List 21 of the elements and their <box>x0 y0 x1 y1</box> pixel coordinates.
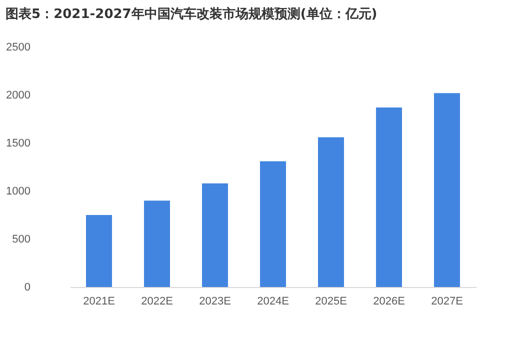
bar <box>260 161 286 287</box>
bar <box>202 183 228 287</box>
x-tick-label: 2024E <box>257 296 289 308</box>
x-tick-label: 2022E <box>141 296 173 308</box>
x-tick-label: 2021E <box>83 296 115 308</box>
y-tick-label: 2500 <box>6 42 30 54</box>
x-tick-label: 2026E <box>373 296 405 308</box>
y-tick-label: 2000 <box>6 90 30 102</box>
x-tick-label: 2025E <box>315 296 347 308</box>
x-tick-label: 2023E <box>199 296 231 308</box>
x-tick-label: 2027E <box>431 296 463 308</box>
bar <box>86 215 112 287</box>
bar <box>318 137 344 287</box>
y-tick-label: 0 <box>24 282 30 294</box>
bar <box>434 93 460 287</box>
y-tick-label: 500 <box>12 234 30 246</box>
y-tick-label: 1500 <box>6 138 30 150</box>
bar <box>144 200 170 287</box>
chart-title: 图表5：2021-2027年中国汽车改装市场规模预测(单位：亿元) <box>6 6 378 22</box>
bar <box>376 107 402 287</box>
y-tick-label: 1000 <box>6 186 30 198</box>
